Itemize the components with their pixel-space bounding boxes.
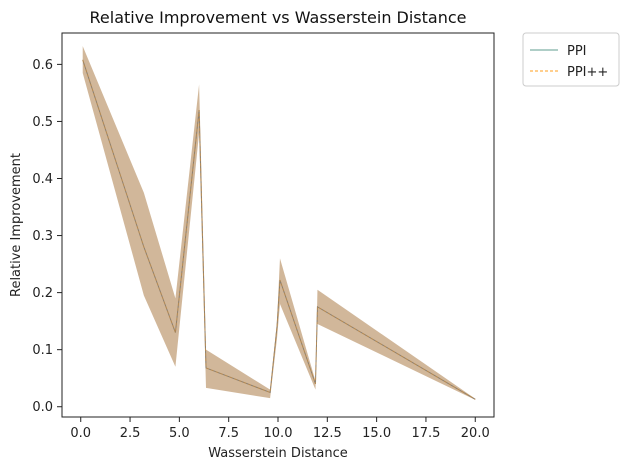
x-tick-label: 10.0 (264, 426, 293, 441)
confidence-band-layer (82, 46, 476, 400)
confidence-band (82, 46, 476, 400)
y-axis-ticks: 0.0 0.1 0.2 0.3 0.4 0.5 0.6 (32, 58, 62, 415)
series-line-ppi (82, 59, 476, 400)
y-axis-label: Relative Improvement (9, 153, 24, 297)
legend-box (522, 32, 620, 87)
legend-label-ppi: PPI (567, 44, 587, 59)
y-tick-label: 0.2 (32, 286, 53, 301)
x-tick-label: 15.0 (362, 426, 391, 441)
x-axis-label: Wasserstein Distance (208, 446, 348, 461)
y-tick-label: 0.4 (32, 172, 53, 187)
chart-title: Relative Improvement vs Wasserstein Dist… (90, 8, 467, 27)
x-tick-label: 20.0 (461, 426, 490, 441)
series-line-ppi-plus-plus (82, 59, 476, 400)
y-tick-label: 0.6 (32, 58, 53, 73)
legend: PPI PPI++ (522, 32, 620, 87)
y-tick-label: 0.1 (32, 343, 53, 358)
y-tick-label: 0.0 (32, 400, 53, 415)
x-axis-ticks: 0.0 2.5 5.0 7.5 10.0 12.5 15.0 17.5 20.0 (70, 417, 490, 441)
x-tick-label: 0.0 (70, 426, 91, 441)
y-tick-label: 0.3 (32, 229, 53, 244)
legend-label-ppi-plus-plus: PPI++ (567, 65, 608, 80)
x-tick-label: 5.0 (169, 426, 190, 441)
x-tick-label: 17.5 (411, 426, 440, 441)
x-tick-label: 7.5 (218, 426, 239, 441)
x-tick-label: 12.5 (313, 426, 342, 441)
x-tick-label: 2.5 (120, 426, 141, 441)
y-tick-label: 0.5 (32, 115, 53, 130)
series-line-layer (82, 59, 476, 400)
